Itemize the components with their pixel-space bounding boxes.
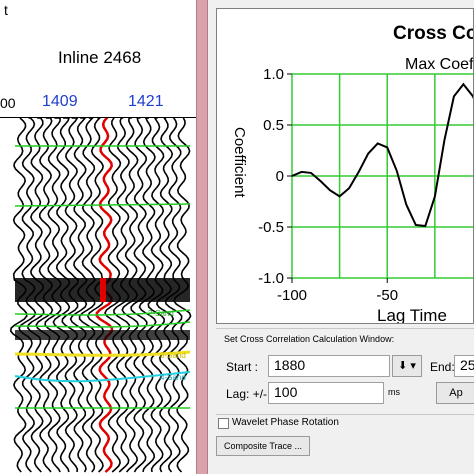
wavelet-checkbox[interactable] — [218, 418, 229, 429]
lag-label: Lag: +/- — [226, 387, 268, 401]
chart-title: Cross Co — [393, 23, 473, 44]
trace-label-1409: 1409 — [42, 93, 78, 110]
start-input[interactable]: 1880 — [268, 355, 390, 377]
y-tick-label: 0 — [276, 168, 284, 185]
axis-left-label: 00 — [0, 95, 16, 111]
y-axis-label: Coefficient — [231, 127, 248, 198]
arrow-down-button[interactable]: ⬇ ▾ — [392, 355, 422, 377]
horizon-label-4: 4-Sand — [160, 373, 186, 382]
grid — [291, 73, 474, 279]
section-separator-2 — [216, 414, 474, 415]
x-axis-label: Lag Time — [377, 306, 447, 323]
horizon-yellow — [14, 350, 191, 357]
horizon-label-2: 2-Sand — [148, 309, 174, 318]
wavelet-label: Wavelet Phase Rotation — [232, 417, 339, 428]
lag-input[interactable]: 100 — [268, 382, 384, 404]
start-label: Start : — [226, 360, 259, 374]
y-tick-label: -0.5 — [258, 219, 284, 236]
composite-trace-button[interactable]: Composite Trace ... — [216, 436, 310, 456]
seismic-inline-panel: t Inline 2468 00 1409 1421 2-Sand 3-Sand… — [0, 0, 196, 474]
cross-correlation-chart: Cross Co Max Coef 1.0 0.5 0 -0.5 -1.0 -100 -5… — [231, 23, 474, 325]
apply-button[interactable]: Ap — [436, 382, 474, 404]
seismic-traces[interactable]: 2-Sand 3-Sand 4-Sand — [0, 118, 196, 474]
y-tick-label: 1.0 — [263, 66, 284, 83]
horizon-label-3: 3-Sand — [160, 351, 186, 360]
end-input[interactable]: 25 — [454, 355, 474, 377]
horizon-green-2 — [14, 321, 191, 328]
horizon-green-low — [14, 309, 191, 316]
x-tick-label: -100 — [277, 287, 307, 304]
reflector-highlight — [100, 278, 106, 302]
y-tick-label: -1.0 — [258, 270, 284, 287]
series-line — [291, 82, 474, 228]
reflector-band-2 — [15, 330, 190, 340]
inline-title: Inline 2468 — [58, 48, 142, 67]
horizon-green-mid — [14, 203, 191, 207]
section-title: Set Cross Correlation Calculation Window… — [224, 334, 395, 344]
end-label: End: — [430, 360, 455, 374]
cross-correlation-window: Cross Co Max Coef 1.0 0.5 0 -0.5 -1.0 -100 -5… — [208, 0, 474, 474]
chart-frame: Cross Co Max Coef 1.0 0.5 0 -0.5 -1.0 -100 -5… — [216, 8, 474, 325]
lag-unit: ms — [388, 387, 400, 397]
arrow-down-icon: ⬇ ▾ — [398, 360, 416, 372]
panel-divider[interactable] — [196, 0, 208, 474]
trace-label-1421: 1421 — [128, 93, 164, 110]
section-separator — [216, 328, 474, 329]
horizon-cyan — [14, 371, 191, 383]
corner-label: t — [4, 2, 8, 18]
x-tick-label: -50 — [376, 287, 398, 304]
y-tick-label: 0.5 — [263, 117, 284, 134]
chart-subtitle: Max Coef — [405, 56, 473, 73]
